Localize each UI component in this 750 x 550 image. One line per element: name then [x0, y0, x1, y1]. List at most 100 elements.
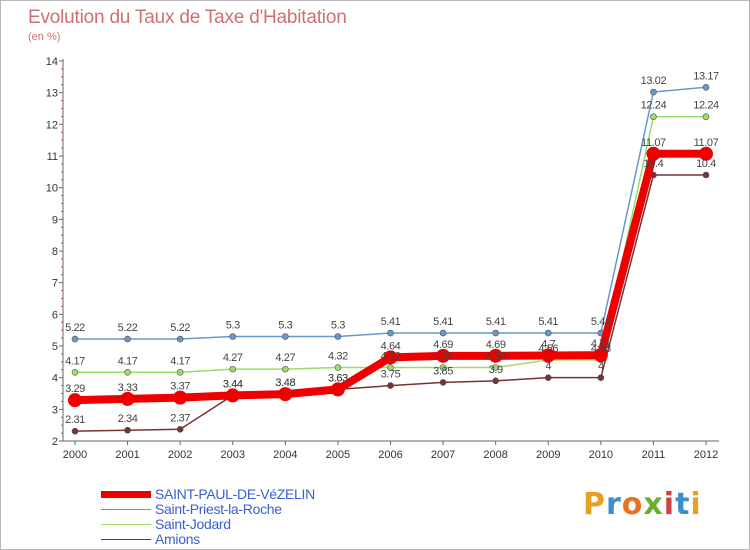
data-point [439, 379, 447, 386]
x-tick-label: 2008 [483, 449, 507, 461]
y-tick-label: 13 [46, 88, 58, 100]
data-label: 4.32 [381, 351, 401, 363]
data-point [702, 83, 710, 91]
data-label: 4.71 [591, 338, 611, 350]
legend-label-amions: Amions [155, 531, 200, 547]
data-label: 5.41 [538, 316, 558, 328]
data-point [544, 329, 552, 337]
data-label: 3.44 [223, 378, 243, 390]
legend-label-saint-jodard: Saint-Jodard [155, 516, 231, 532]
y-tick-label: 8 [52, 246, 58, 258]
logo-letter: x [643, 487, 664, 522]
data-label: 5.41 [433, 316, 453, 328]
data-point [330, 382, 345, 397]
legend-label-saint-priest: Saint-Priest-la-Roche [155, 501, 282, 517]
data-point [492, 377, 499, 385]
data-point [334, 333, 342, 340]
data-point [387, 329, 394, 337]
x-tick-label: 2003 [221, 449, 245, 461]
y-tick-label: 7 [52, 278, 58, 290]
data-label: 13.02 [641, 75, 667, 87]
data-label: 11.07 [641, 137, 666, 149]
legend-swatch-saint-priest [101, 509, 151, 510]
data-label: 5.22 [170, 322, 190, 334]
data-point [702, 171, 710, 179]
y-tick-label: 2 [52, 436, 58, 448]
data-point [71, 368, 79, 376]
data-point [124, 426, 131, 434]
data-point [387, 364, 394, 371]
x-tick-label: 2001 [115, 449, 139, 461]
data-point [124, 335, 131, 343]
data-label: 2.37 [170, 412, 190, 424]
data-point [646, 146, 661, 161]
x-tick-label: 2007 [431, 449, 455, 461]
logo-letter: P [583, 487, 606, 522]
data-label: 4 [598, 361, 604, 373]
data-label: 3.29 [65, 383, 85, 395]
data-label: 10.4 [696, 158, 716, 170]
data-label: 11.07 [694, 137, 719, 149]
data-point [541, 348, 556, 363]
data-label: 3.75 [381, 369, 401, 381]
y-tick-label: 12 [46, 119, 58, 131]
legend-label-saint-paul: SAINT-PAUL-DE-VéZELIN [155, 486, 315, 502]
logo-letter: i [690, 487, 702, 522]
data-point [120, 391, 135, 406]
y-tick-label: 4 [52, 373, 58, 385]
data-point [334, 364, 342, 371]
x-tick-label: 2006 [378, 449, 402, 461]
legend-item-saint-paul: SAINT-PAUL-DE-VéZELIN [101, 486, 361, 502]
data-label: 4.7 [541, 339, 555, 351]
x-tick-label: 2004 [273, 449, 297, 461]
chart-title: Evolution du Taux de Taxe d'Habitation [28, 7, 347, 28]
data-label: 5.22 [65, 322, 85, 334]
data-point [492, 364, 499, 371]
data-label: 4.69 [486, 339, 506, 351]
data-point [650, 113, 657, 121]
logo-letter: r [606, 487, 622, 522]
data-point [597, 374, 605, 381]
proxiti-logo: Proxiti [583, 487, 702, 522]
data-point [439, 329, 447, 337]
data-point [176, 335, 184, 343]
data-point [124, 368, 131, 376]
legend-swatch-amions [101, 539, 151, 540]
data-label: 3.48 [275, 377, 295, 389]
data-label: 4.17 [170, 355, 190, 367]
data-label: 4.32 [328, 351, 348, 363]
data-point [176, 425, 184, 433]
data-point [68, 393, 82, 408]
data-label: 13.17 [693, 70, 719, 82]
data-label: 4.69 [433, 339, 453, 351]
data-label: 4.64 [381, 340, 401, 352]
data-label: 3.48 [275, 377, 295, 389]
legend-item-saint-jodard: Saint-Jodard [101, 516, 361, 532]
y-tick-label: 5 [52, 341, 58, 353]
data-label: 4.17 [118, 355, 138, 367]
chart-subtitle: (en %) [28, 31, 61, 43]
logo-letter: i [663, 487, 676, 522]
legend-swatch-saint-jodard [101, 524, 151, 525]
x-tick-label: 2009 [536, 449, 560, 461]
legend-item-amions: Amions [101, 531, 361, 547]
data-point [173, 390, 188, 405]
data-point [71, 427, 79, 435]
data-point [229, 365, 237, 373]
data-point [593, 348, 608, 363]
data-point [282, 365, 289, 373]
x-tick-label: 2002 [168, 449, 192, 461]
data-label: 3.37 [170, 381, 190, 393]
data-label: 5.3 [226, 320, 240, 332]
logo-letter: t [675, 487, 691, 522]
x-tick-label: 2005 [326, 449, 350, 461]
data-label: 4.17 [65, 355, 85, 367]
data-point [650, 88, 657, 96]
data-point [176, 368, 184, 376]
y-tick-label: 10 [46, 183, 58, 195]
data-label: 4.32 [433, 351, 453, 363]
legend: SAINT-PAUL-DE-VéZELIN Saint-Priest-la-Ro… [101, 486, 361, 547]
data-label: 10.4 [644, 158, 664, 170]
